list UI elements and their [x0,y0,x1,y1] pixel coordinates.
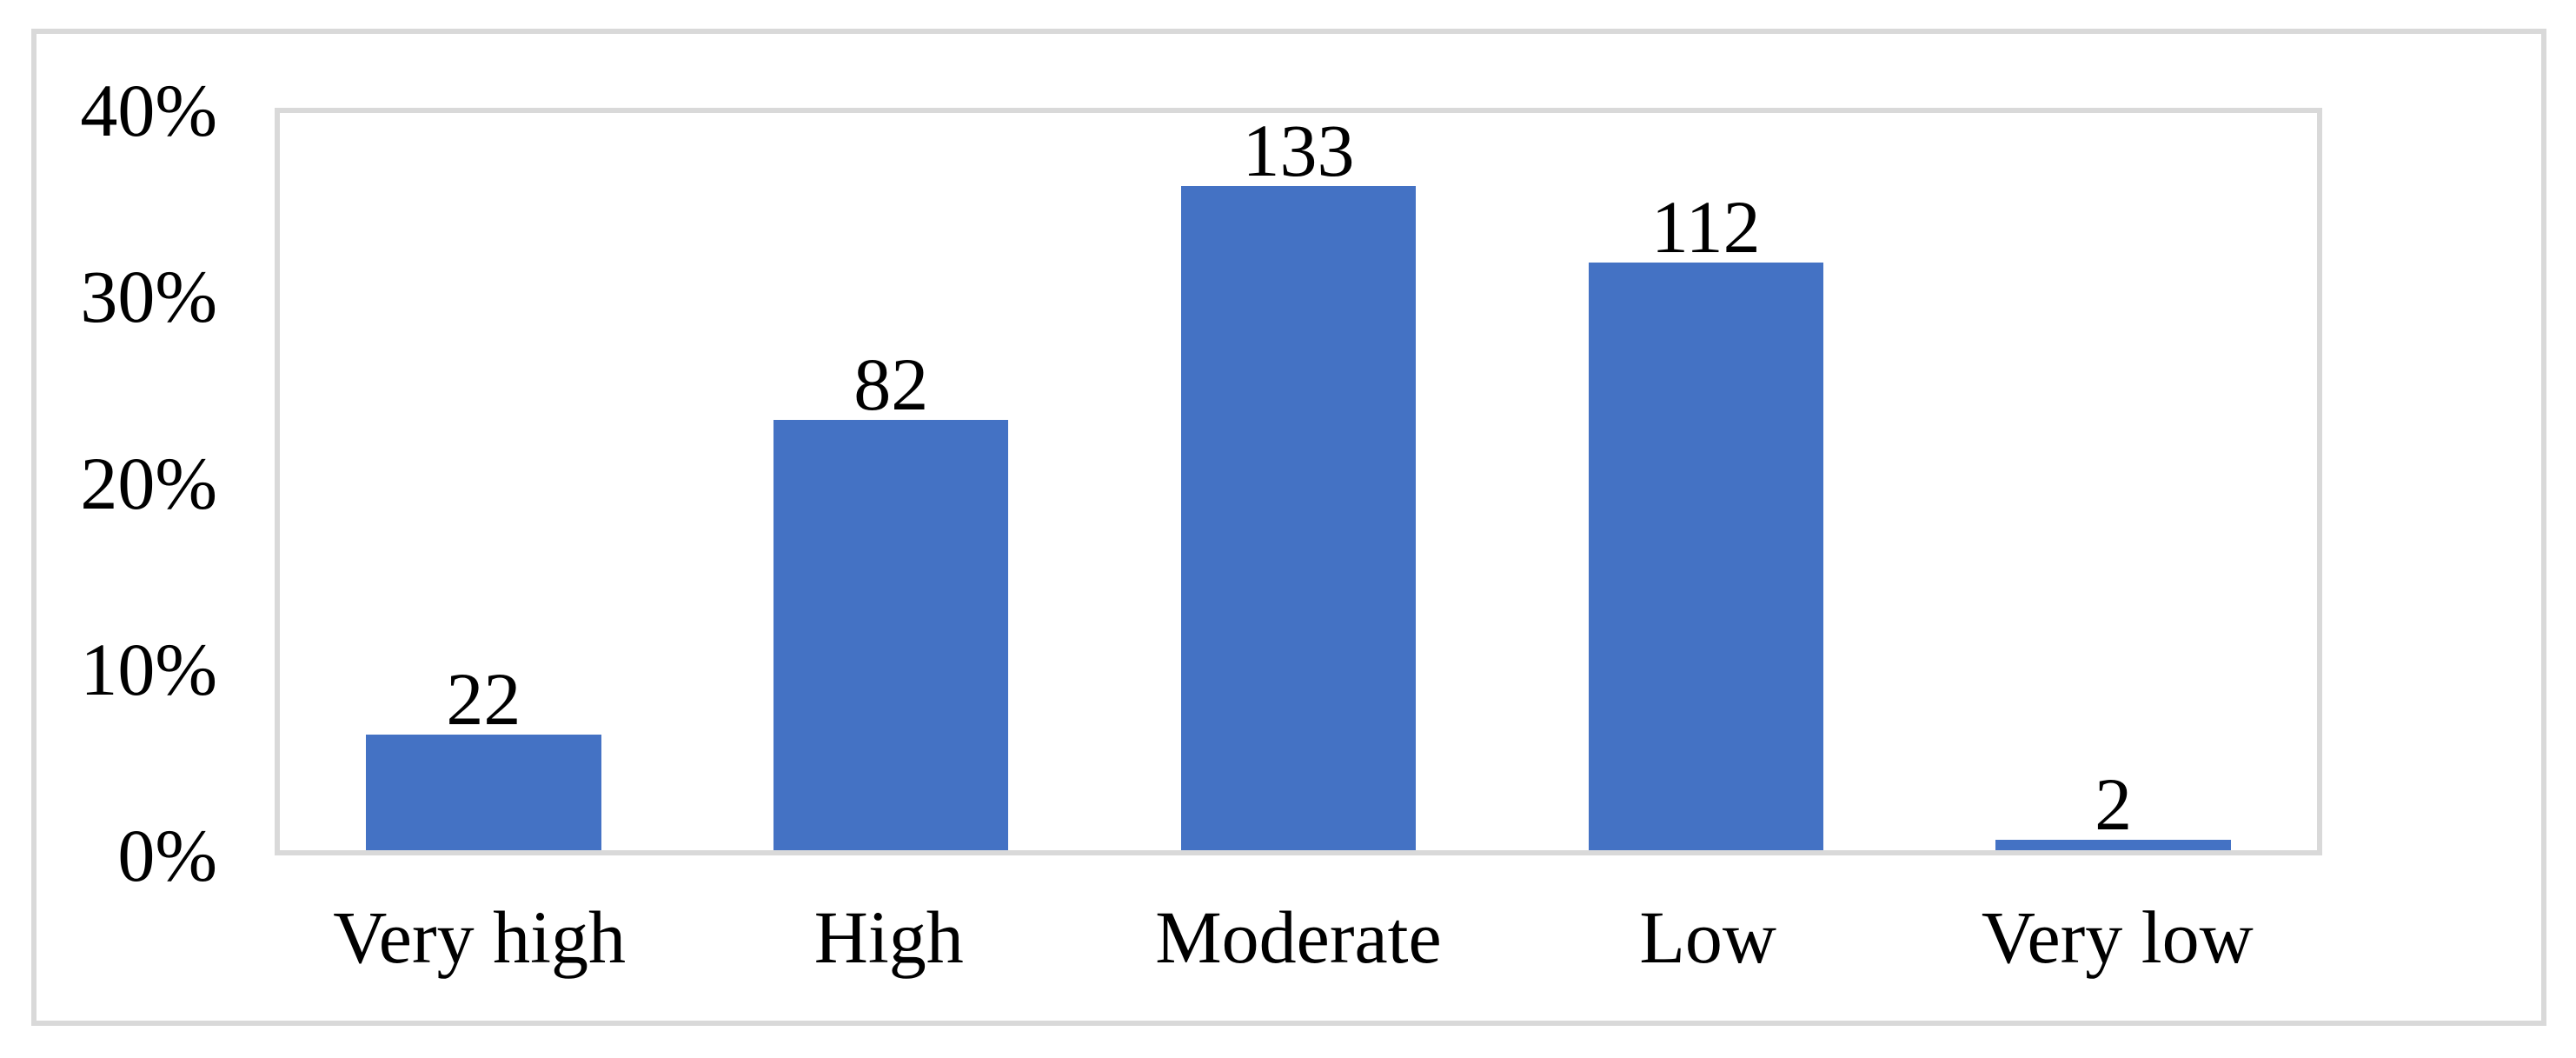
bar-band-low: 112 [1502,113,1909,850]
y-axis-tick-label: 20% [80,441,217,525]
y-axis-tick-label: 30% [80,255,217,339]
bar-band-very-high: 22 [280,113,687,850]
value-label: 22 [446,657,521,742]
x-axis: Very high High Moderate Low Very low [275,855,2322,1019]
value-label: 133 [1242,109,1355,192]
y-axis: 0% 10% 20% 30% 40% [0,73,217,893]
bar-very-high [366,735,601,850]
x-axis-label: Very high [333,895,626,979]
figure-border [31,29,2546,1026]
bar-low [1588,262,1824,850]
value-label: 2 [2095,762,2133,846]
x-axis-label: High [813,895,964,979]
x-axis-label: Moderate [1155,895,1442,979]
plot-area: 22 82 133 112 2 [275,108,2322,855]
value-label: 82 [853,342,929,426]
y-axis-tick-label: 0% [117,814,217,897]
y-axis-tick-label: 10% [80,627,217,711]
bar-band-high: 82 [687,113,1095,850]
bar-band-very-low: 2 [1909,113,2317,850]
bar-high [773,419,1009,850]
x-axis-label: Very low [1981,895,2254,979]
bar-very-low [1995,839,2231,850]
bar-band-moderate: 133 [1095,113,1503,850]
x-axis-label: Low [1639,895,1776,979]
bar-moderate [1180,186,1417,850]
value-label: 112 [1650,184,1761,269]
y-axis-tick-label: 40% [80,69,217,152]
